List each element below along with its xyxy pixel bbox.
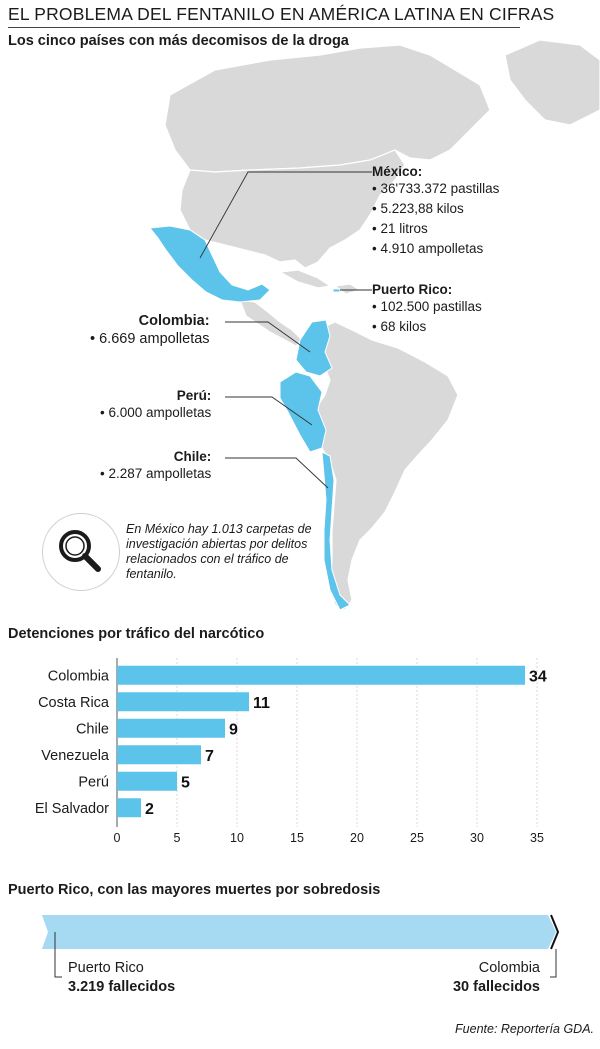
colombia-deaths-value: 30 fallecidos — [452, 979, 540, 995]
value-label: 9 — [229, 721, 238, 738]
americas-map — [149, 39, 600, 611]
puerto-rico-shape — [332, 288, 341, 293]
bar — [117, 692, 249, 712]
colombia-deaths: Colombia 30 fallecidos — [453, 959, 540, 997]
colombia-item: • 6.669 ampolletas — [90, 331, 210, 347]
peru-name: Perú: — [176, 388, 212, 403]
peru-shape — [279, 371, 327, 453]
category-label: Venezuela — [41, 748, 110, 764]
colombia-deaths-name: Colombia — [478, 960, 540, 976]
colombia-bracket — [550, 949, 557, 978]
puerto-rico-deaths-value: 3.219 fallecidos — [68, 979, 176, 995]
value-label: 7 — [205, 748, 214, 765]
value-label: 34 — [529, 668, 547, 685]
x-tick-label: 10 — [230, 831, 244, 845]
cuba-shape — [278, 269, 332, 289]
investigation-note: En México hay 1.013 carpetas de investig… — [126, 522, 312, 581]
category-label: Costa Rica — [38, 695, 110, 711]
x-tick-label: 15 — [290, 831, 304, 845]
category-label: Colombia — [48, 668, 110, 684]
mexico-item: • 21 litros — [372, 221, 428, 236]
mexico-label: México: • 36'733.372 pastillas • 5.223,8… — [372, 164, 499, 259]
overdose-comparison-bar — [42, 914, 560, 978]
bar — [117, 718, 225, 738]
colombia-label: Colombia: • 6.669 ampolletas — [90, 313, 210, 349]
canada-shape — [164, 44, 491, 173]
map-subtitle: Los cinco países con más decomisos de la… — [8, 33, 349, 49]
chile-label: Chile: • 2.287 ampolletas — [100, 449, 211, 484]
magnifier-icon — [59, 530, 101, 572]
peru-item: • 6.000 ampolletas — [100, 405, 212, 420]
peru-label: Perú: • 6.000 ampolletas — [100, 388, 211, 423]
category-label: El Salvador — [35, 801, 109, 817]
category-label: Chile — [76, 721, 109, 737]
bar — [117, 798, 141, 818]
mexico-shape — [149, 225, 271, 303]
puerto-rico-deaths: Puerto Rico 3.219 fallecidos — [68, 959, 175, 997]
overdose-title: Puerto Rico, con las mayores muertes por… — [8, 882, 381, 898]
value-label: 5 — [181, 774, 190, 791]
colombia-shape — [295, 319, 333, 377]
colombia-name: Colombia: — [138, 313, 210, 329]
x-tick-label: 30 — [470, 831, 484, 845]
bar-chart-title: Detenciones por tráfico del narcótico — [8, 626, 265, 642]
title-divider — [8, 27, 520, 28]
value-label: 2 — [145, 801, 154, 818]
bar — [117, 771, 177, 791]
puerto-rico-bracket — [54, 932, 62, 978]
mexico-item: • 4.910 ampolletas — [372, 241, 484, 256]
x-tick-label: 35 — [530, 831, 544, 845]
usa-shape — [179, 149, 406, 269]
x-tick-label: 20 — [350, 831, 364, 845]
mexico-item: • 5.223,88 kilos — [372, 201, 464, 216]
mexico-name: México: — [372, 164, 423, 179]
magnifier-icon-badge — [42, 513, 120, 591]
chile-shape — [321, 451, 351, 611]
mexico-item: • 36'733.372 pastillas — [372, 181, 500, 196]
peru-leader-line — [225, 396, 313, 426]
x-tick-label: 5 — [174, 831, 181, 845]
puerto-rico-label: Puerto Rico: • 102.500 pastillas • 68 ki… — [372, 282, 482, 337]
bar — [117, 665, 525, 685]
puerto-rico-item: • 68 kilos — [372, 319, 427, 334]
detentions-bar-chart: Colombia 34 Costa Rica 11 Chile 9 Venezuela 7 Pe… — [35, 658, 547, 845]
puerto-rico-deaths-name: Puerto Rico — [68, 960, 144, 976]
colombia-leader-line — [225, 321, 311, 353]
mexico-leader-line — [199, 171, 372, 259]
puerto-rico-item: • 102.500 pastillas — [372, 299, 482, 314]
south-america-shape — [314, 321, 459, 611]
value-label: 11 — [253, 695, 270, 712]
overdose-bar-end-marker — [550, 914, 560, 950]
bar — [117, 745, 201, 765]
source-note: Fuente: Reportería GDA. — [455, 1022, 594, 1036]
x-tick-label: 0 — [114, 831, 121, 845]
main-title: EL PROBLEMA DEL FENTANILO EN AMÉRICA LAT… — [8, 4, 555, 24]
category-label: Perú — [78, 774, 109, 790]
puerto-rico-name: Puerto Rico: — [372, 282, 453, 297]
overdose-bar — [42, 915, 556, 949]
x-tick-label: 25 — [410, 831, 424, 845]
chile-leader-line — [225, 457, 329, 489]
chile-item: • 2.287 ampolletas — [100, 466, 212, 481]
chile-name: Chile: — [173, 449, 212, 464]
greenland-shape — [504, 39, 600, 126]
